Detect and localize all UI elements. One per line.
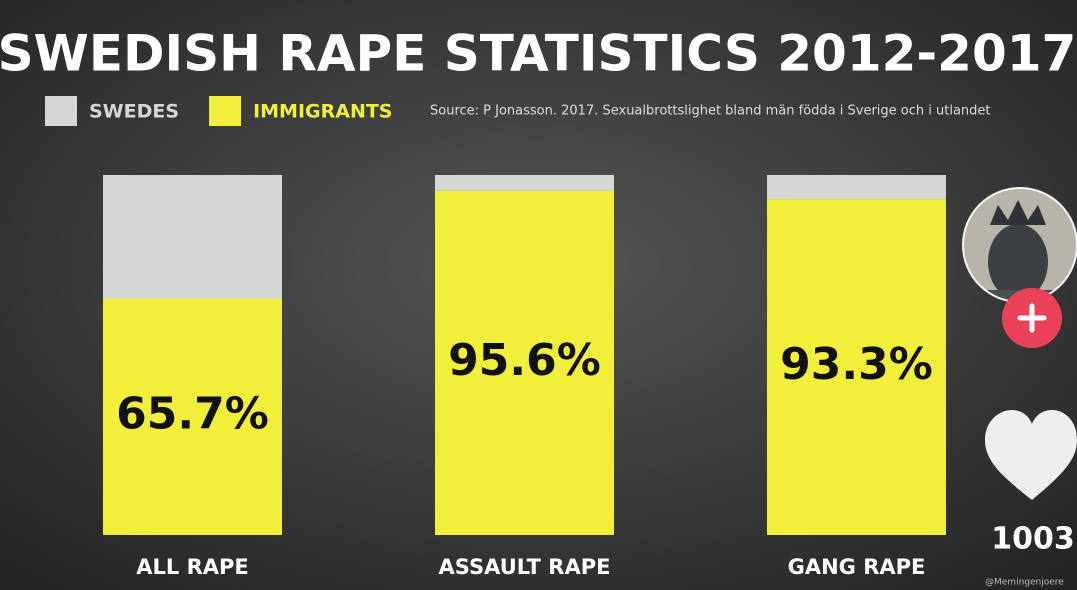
value-label: 65.7% xyxy=(116,389,269,440)
bar-segment xyxy=(103,175,282,299)
value-label: 95.6% xyxy=(448,335,601,386)
chart-title: SWEDISH RAPE STATISTICS 2012-2017 xyxy=(0,25,1076,83)
like-button[interactable] xyxy=(985,410,1077,500)
avatar-crown xyxy=(990,200,1046,225)
legend-swatch xyxy=(209,96,242,126)
follow-button[interactable] xyxy=(1002,288,1062,348)
bar-segment xyxy=(103,298,282,535)
x-tick-label: GANG RAPE xyxy=(788,555,926,579)
bar-segment xyxy=(435,175,614,191)
legend: SWEDES IMMIGRANTS xyxy=(45,96,393,126)
value-label: 93.3% xyxy=(780,339,933,390)
bar-segment xyxy=(767,175,946,200)
plus-icon xyxy=(1017,303,1047,333)
like-count: 1003 xyxy=(991,522,1075,557)
legend-label: SWEDES xyxy=(89,101,179,123)
x-tick-label: ALL RAPE xyxy=(136,555,249,579)
avatar[interactable] xyxy=(960,185,1077,320)
bar-segment xyxy=(435,190,614,535)
avatar-head xyxy=(988,224,1048,300)
plot: 65.7% ALL RAPE 95.6% ASSAULT RAPE 93.3% GANG … xyxy=(103,175,946,579)
bar-segment xyxy=(767,199,946,535)
legend-swatch xyxy=(45,96,77,126)
x-tick-label: ASSAULT RAPE xyxy=(439,555,611,579)
watermark: @Memingenjoere xyxy=(985,578,1064,588)
source-note: Source: P Jonasson. 2017. Sexualbrottsli… xyxy=(430,104,991,119)
legend-label: IMMIGRANTS xyxy=(253,101,392,123)
